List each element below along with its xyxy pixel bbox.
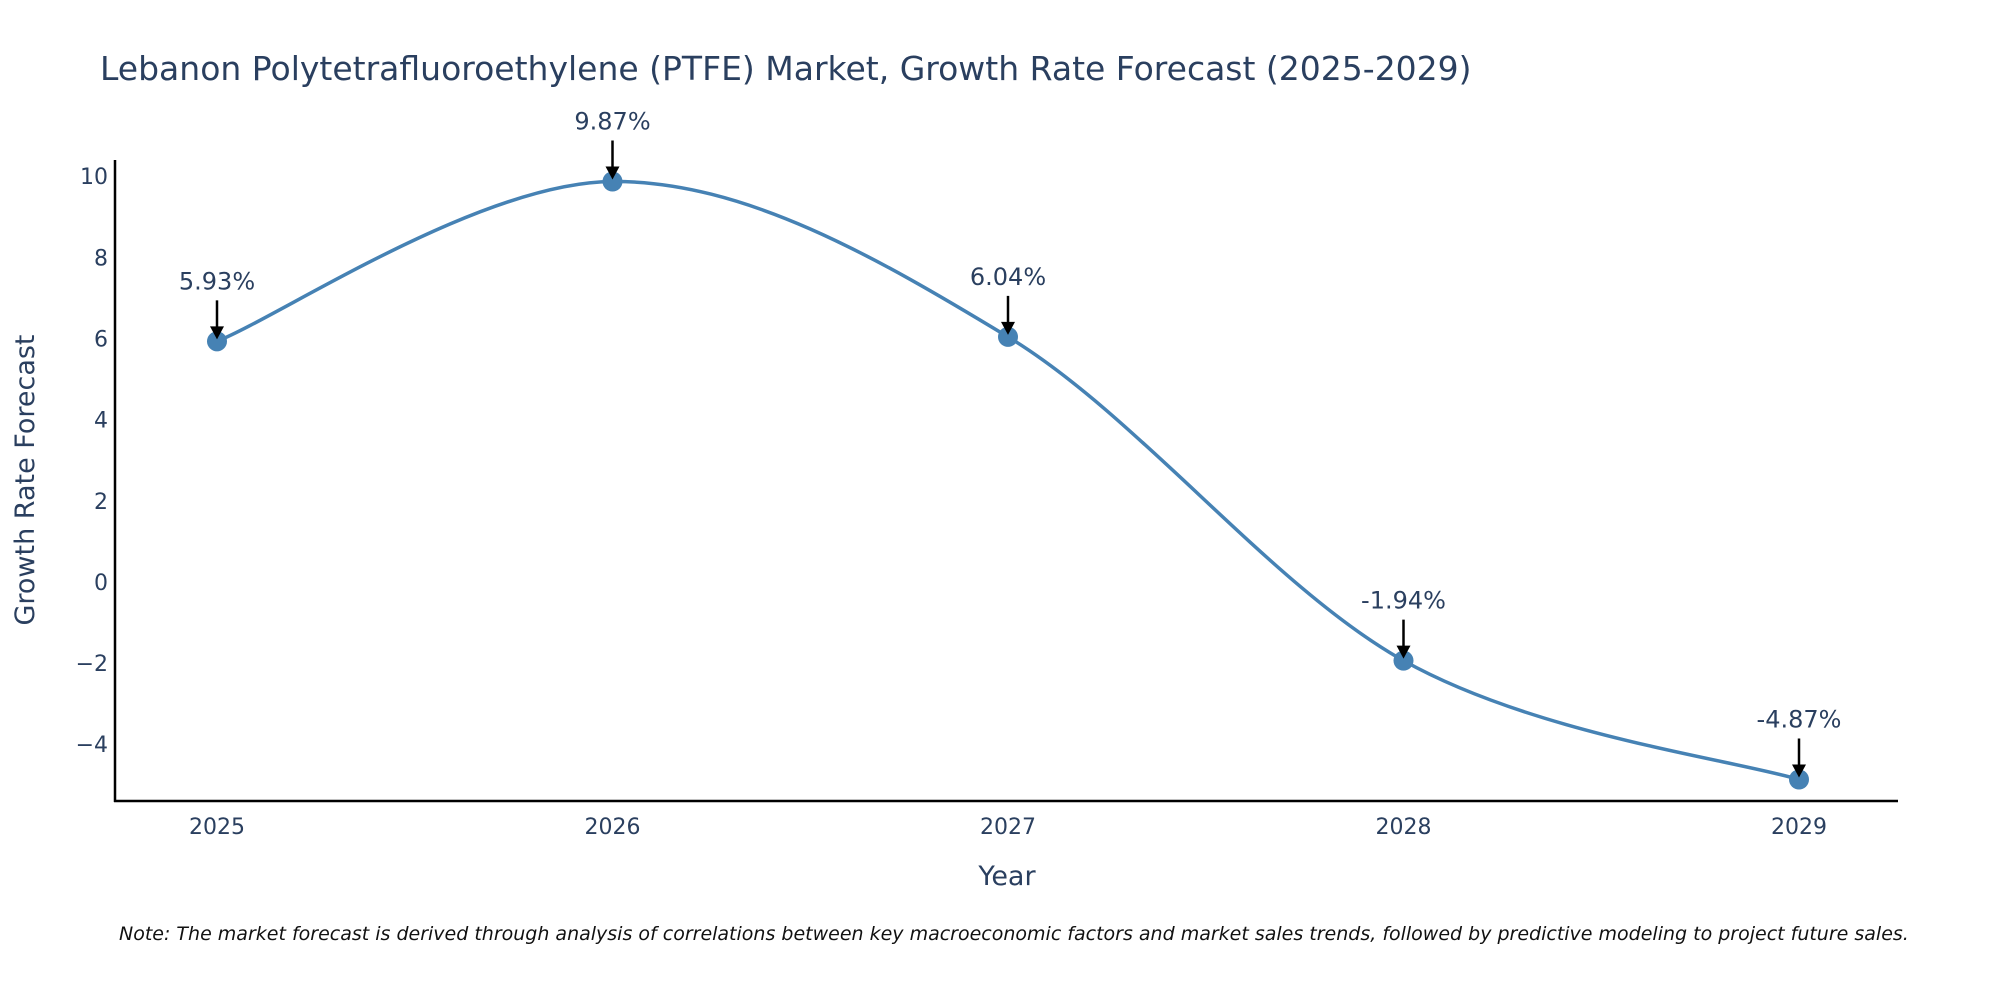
data-label: -1.94% bbox=[1361, 587, 1446, 615]
y-tick-label: 4 bbox=[94, 409, 108, 434]
annotation-arrow-head bbox=[210, 326, 224, 340]
x-tick-label: 2029 bbox=[1771, 815, 1827, 840]
x-tick-label: 2028 bbox=[1376, 815, 1432, 840]
y-tick-label: −2 bbox=[76, 652, 108, 677]
x-tick-label: 2025 bbox=[189, 815, 245, 840]
y-tick-label: −4 bbox=[76, 733, 108, 758]
chart-title: Lebanon Polytetrafluoroethylene (PTFE) M… bbox=[100, 49, 1472, 88]
y-tick-label: 6 bbox=[94, 328, 108, 353]
y-tick-label: 0 bbox=[94, 571, 108, 596]
footnote: Note: The market forecast is derived thr… bbox=[119, 923, 1909, 945]
x-tick-label: 2027 bbox=[980, 815, 1036, 840]
data-point-2026 bbox=[602, 171, 623, 192]
annotation-arrow-head bbox=[1396, 645, 1411, 659]
annotation-arrow-head bbox=[605, 166, 620, 180]
plot-area: −4 −2 0 2 4 6 8 10 2025 2026 2027 2028 2029 5.93% 9.… bbox=[76, 108, 1898, 840]
data-point-2025 bbox=[207, 331, 227, 352]
data-point-2029 bbox=[1789, 769, 1809, 790]
data-markers bbox=[207, 171, 1809, 790]
data-label: -4.87% bbox=[1757, 705, 1842, 733]
data-point-2027 bbox=[998, 326, 1018, 347]
y-axis-ticks: −4 −2 0 2 4 6 8 10 bbox=[76, 165, 108, 758]
x-axis-ticks: 2025 2026 2027 2028 2029 bbox=[189, 815, 1827, 840]
y-tick-label: 10 bbox=[80, 165, 108, 190]
x-axis-title: Year bbox=[977, 861, 1036, 892]
annotation-arrow-head bbox=[1001, 321, 1015, 335]
y-tick-label: 2 bbox=[94, 490, 108, 515]
data-annotations: 5.93% 9.87% 6.04% -1.94% -4.87% bbox=[179, 108, 1842, 778]
data-label: 5.93% bbox=[179, 267, 255, 295]
data-label: 9.87% bbox=[574, 108, 650, 136]
data-label: 6.04% bbox=[970, 263, 1046, 291]
annotation-arrow-head bbox=[1792, 764, 1806, 778]
y-axis-title: Growth Rate Forecast bbox=[10, 334, 41, 625]
x-tick-label: 2026 bbox=[585, 815, 641, 840]
data-point-2028 bbox=[1393, 650, 1414, 671]
y-tick-label: 8 bbox=[94, 246, 108, 271]
